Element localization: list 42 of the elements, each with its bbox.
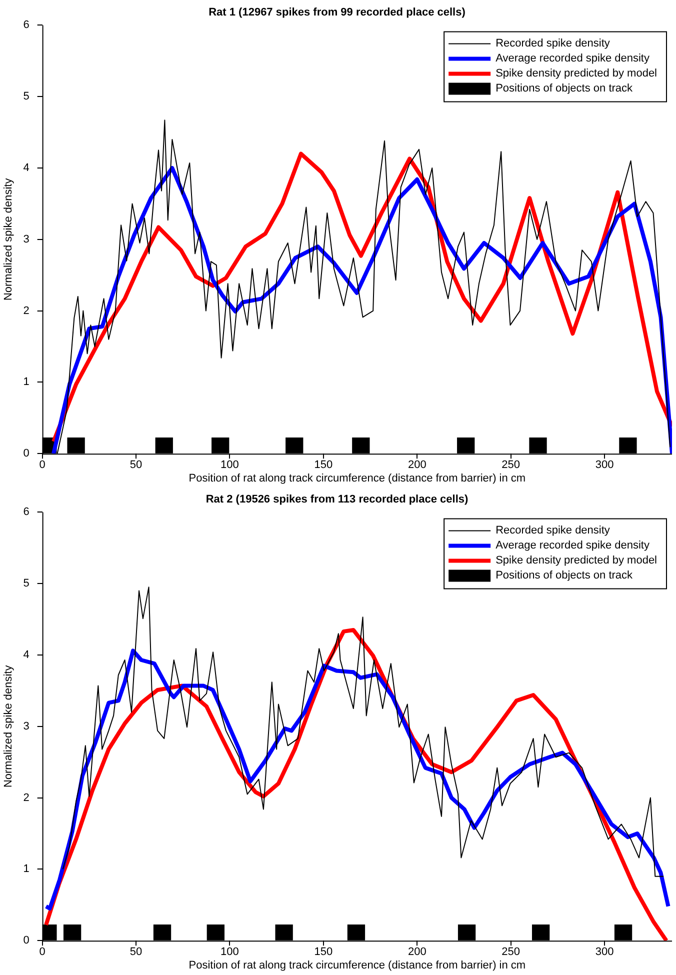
chart-title: Rat 1 (12967 spikes from 99 recorded place cells) [208, 6, 466, 19]
y-tick-label: 0 [23, 934, 30, 947]
y-tick-label: 4 [23, 162, 30, 174]
x-tick-label: 150 [314, 459, 333, 472]
y-tick-label: 6 [23, 19, 30, 32]
y-tick-label: 0 [23, 448, 30, 460]
x-tick-label: 100 [220, 459, 239, 472]
x-tick-label: 250 [502, 946, 520, 958]
x-tick-label: 200 [408, 459, 426, 472]
x-tick-label: 100 [220, 946, 239, 958]
x-tick-label: 50 [130, 946, 142, 958]
y-tick-label: 1 [23, 376, 30, 388]
y-tick-label: 3 [23, 233, 30, 246]
x-tick-label: 300 [595, 459, 614, 472]
x-axis-title: Position of rat along track circumference (distance from barrier) in cm [188, 959, 526, 972]
legend-label: Spike density predicted by model [496, 68, 658, 80]
y-axis-title: Normalized spike density [2, 178, 15, 301]
y-tick-label: 5 [23, 90, 30, 103]
x-tick-label: 250 [502, 459, 520, 472]
x-tick-label: 200 [408, 946, 426, 958]
legend-label: Recorded spike density [496, 524, 610, 537]
chart-title: Rat 2 (19526 spikes from 113 recorded place cells) [206, 494, 468, 506]
y-axis-title: Normalized spike density [2, 664, 15, 788]
x-tick-label: 150 [314, 946, 333, 958]
y-tick-label: 5 [23, 578, 30, 590]
x-tick-label: 50 [130, 459, 142, 472]
legend-label: Average recorded spike density [496, 540, 650, 552]
y-tick-label: 1 [23, 863, 30, 876]
x-axis-title: Position of rat along track circumference (distance from barrier) in cm [188, 472, 526, 484]
y-tick-label: 2 [23, 792, 30, 804]
x-tick-label: 300 [595, 946, 614, 958]
x-tick-label: 0 [39, 946, 46, 958]
legend-label: Recorded spike density [496, 38, 610, 50]
y-tick-label: 2 [23, 304, 30, 317]
legend-label: Positions of objects on track [496, 570, 634, 582]
y-tick-label: 4 [23, 649, 30, 662]
y-tick-label: 3 [23, 720, 30, 732]
y-tick-label: 6 [23, 506, 30, 518]
legend-label: Average recorded spike density [496, 52, 650, 65]
legend-label: Spike density predicted by model [496, 554, 658, 567]
legend-label: Positions of objects on track [496, 82, 634, 95]
x-tick-label: 0 [39, 459, 46, 472]
